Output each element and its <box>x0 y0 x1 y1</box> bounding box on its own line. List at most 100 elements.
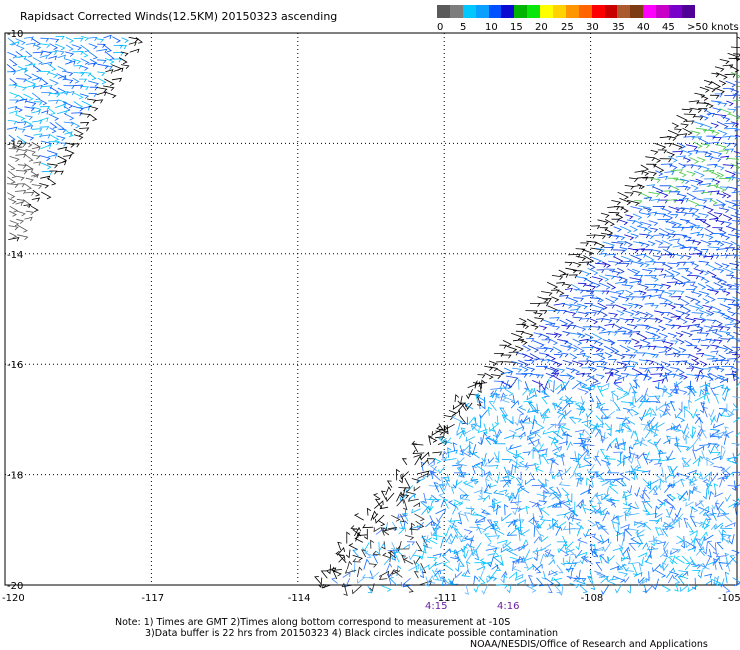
wind-barb <box>694 416 702 424</box>
wind-barb <box>626 346 639 354</box>
wind-barb <box>683 405 688 418</box>
wind-barb <box>722 385 730 396</box>
wind-barb <box>526 366 536 373</box>
wind-barb <box>604 422 612 431</box>
wind-barb <box>653 156 661 163</box>
wind-barb <box>714 393 719 404</box>
legend-label: 35 <box>612 22 625 33</box>
wind-barb <box>39 70 51 75</box>
wind-barb <box>454 393 460 402</box>
wind-barb <box>8 148 20 153</box>
wind-barb <box>49 127 57 134</box>
wind-barb <box>661 562 667 572</box>
wind-barb <box>596 385 604 397</box>
wind-barb <box>389 550 395 563</box>
wind-barb <box>16 175 25 181</box>
wind-barb <box>447 447 452 458</box>
wind-barb <box>663 483 673 493</box>
wind-barb <box>670 424 681 431</box>
wind-barb <box>538 302 550 307</box>
wind-barb <box>431 494 440 503</box>
wind-barb <box>408 493 416 500</box>
wind-barb <box>723 433 730 445</box>
wind-barb <box>7 37 17 46</box>
wind-barb <box>686 367 695 372</box>
wind-barb <box>579 338 590 344</box>
latitude-label: -20 <box>7 581 23 592</box>
wind-barb <box>667 129 680 138</box>
wind-barb <box>31 197 41 202</box>
wind-barb <box>535 374 544 379</box>
wind-barb <box>433 482 440 493</box>
wind-barb <box>605 455 611 466</box>
wind-barb <box>445 533 453 543</box>
wind-barb <box>602 241 615 249</box>
wind-barb <box>659 466 664 478</box>
wind-barb <box>648 248 662 255</box>
wind-barb <box>694 303 704 310</box>
wind-barb <box>711 359 724 364</box>
wind-barb <box>671 143 683 150</box>
wind-barb <box>607 555 615 562</box>
wind-barb <box>583 556 593 565</box>
wind-barb <box>727 408 735 418</box>
wind-barb <box>552 346 563 354</box>
wind-barb <box>518 465 530 471</box>
wind-barb <box>706 310 715 316</box>
legend-label: 40 <box>637 22 650 33</box>
wind-barb <box>579 396 585 405</box>
wind-barb <box>569 472 577 479</box>
wind-barb <box>633 290 643 295</box>
wind-barb <box>493 521 501 531</box>
wind-barb <box>735 339 740 342</box>
wind-barb <box>634 170 645 175</box>
wind-barb <box>550 459 556 472</box>
wind-barb <box>632 543 642 548</box>
legend-swatch <box>540 5 554 18</box>
wind-barb <box>576 380 588 388</box>
wind-barb <box>535 365 548 370</box>
wind-barb <box>671 221 683 228</box>
wind-barb <box>640 164 649 172</box>
wind-barb <box>515 576 523 581</box>
wind-barb <box>675 388 688 395</box>
wind-barb <box>599 311 608 318</box>
wind-barb <box>352 549 359 557</box>
wind-barb <box>433 458 442 464</box>
wind-barb <box>698 290 710 297</box>
wind-barb <box>669 571 680 578</box>
wind-barb <box>594 234 606 240</box>
wind-barb <box>707 190 720 195</box>
wind-barb <box>489 366 499 372</box>
wind-barb <box>518 532 523 542</box>
wind-barb <box>701 143 711 149</box>
wind-barb <box>518 420 525 430</box>
wind-barb <box>577 282 587 287</box>
wind-barb <box>16 67 28 73</box>
wind-barb <box>15 85 27 91</box>
wind-barb <box>571 381 582 390</box>
wind-barb <box>373 493 381 500</box>
wind-barb <box>669 389 679 394</box>
wind-barb <box>609 565 620 571</box>
wind-barb <box>687 149 699 155</box>
wind-barb <box>502 340 512 347</box>
wind-barb <box>354 513 364 521</box>
wind-barb <box>716 541 724 550</box>
wind-barb <box>15 38 26 46</box>
wind-barb <box>467 383 477 389</box>
wind-barb <box>726 158 740 163</box>
wind-barb <box>8 134 16 141</box>
wind-barb <box>621 284 634 290</box>
wind-barb <box>669 437 681 443</box>
wind-barb <box>103 34 112 40</box>
wind-barb <box>620 421 626 432</box>
wind-barb <box>714 164 725 171</box>
wind-barb <box>499 344 508 349</box>
wind-barb <box>611 241 624 247</box>
wind-barb <box>632 213 643 220</box>
wind-barb <box>661 340 674 347</box>
wind-barb <box>380 527 386 536</box>
wind-barb <box>452 442 458 452</box>
